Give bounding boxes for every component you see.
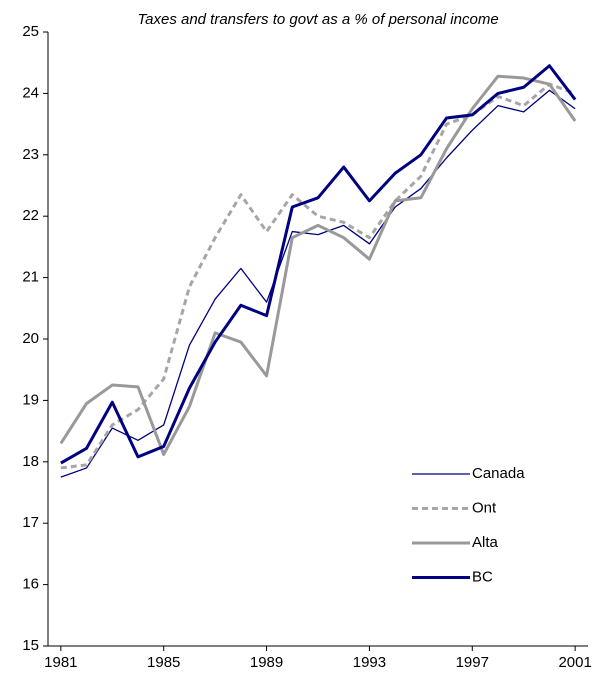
series-line	[60, 89, 576, 478]
y-tick-label: 15	[22, 637, 39, 654]
x-tick-label: 1989	[250, 654, 283, 671]
legend-label: Alta	[472, 534, 499, 551]
x-tick-label: 2001	[558, 654, 591, 671]
legend-label: Ont	[472, 499, 497, 516]
y-tick-label: 23	[22, 146, 39, 163]
y-tick-label: 24	[22, 84, 39, 101]
y-tick-label: 16	[22, 576, 39, 593]
x-tick-label: 1993	[353, 654, 386, 671]
series-line	[59, 74, 577, 456]
x-tick-label: 1985	[147, 654, 180, 671]
y-tick-label: 21	[22, 269, 39, 286]
y-tick-label: 19	[22, 391, 39, 408]
x-tick-label: 1981	[44, 654, 77, 671]
y-tick-label: 18	[22, 453, 39, 470]
y-tick-label: 20	[22, 330, 39, 347]
y-tick-label: 17	[22, 514, 39, 531]
y-tick-label: 25	[22, 23, 39, 40]
series-line	[60, 82, 576, 470]
x-tick-label: 1997	[456, 654, 489, 671]
legend-label: Canada	[472, 465, 525, 482]
legend-label: BC	[472, 568, 493, 585]
series-line	[60, 64, 577, 465]
y-tick-label: 22	[22, 207, 39, 224]
chart-title: Taxes and transfers to govt as a % of pe…	[137, 11, 498, 28]
